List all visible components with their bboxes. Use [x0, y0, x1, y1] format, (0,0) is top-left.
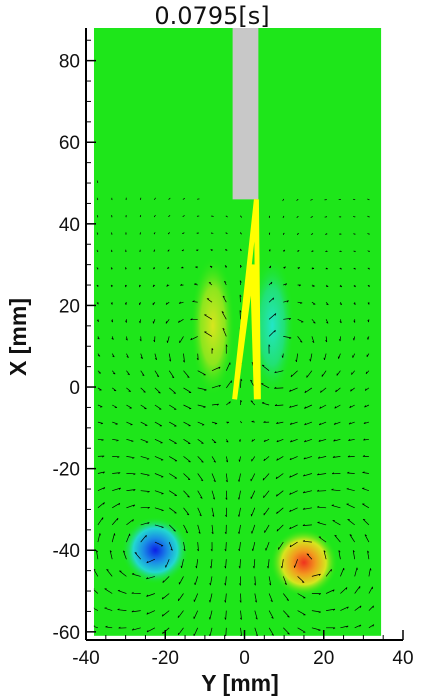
flap: [232, 199, 261, 400]
y-tick-label: 60: [59, 133, 80, 154]
x-tick-label: 40: [392, 648, 413, 669]
x-tick-label: -40: [72, 648, 99, 669]
chart-title: 0.0795[s]: [154, 2, 269, 30]
y-axis-label: X [mm]: [5, 298, 31, 376]
y-tick-label: 20: [59, 296, 80, 317]
x-tick-label: -20: [152, 648, 179, 669]
vortex-3: [250, 255, 295, 396]
rod: [232, 28, 259, 200]
x-tick-label: 20: [313, 648, 334, 669]
y-tick-label: -60: [53, 623, 80, 644]
velocity-vectors: [93, 180, 375, 636]
vortex-1: [269, 528, 338, 597]
y-tick-label: 40: [59, 215, 80, 236]
y-tick-label: 80: [59, 52, 80, 73]
vortex-2: [190, 255, 235, 396]
y-tick-label: -20: [53, 460, 80, 481]
plot-area: [93, 28, 382, 636]
vortex-0: [121, 516, 190, 585]
x-tick-label: 0: [239, 648, 250, 669]
y-tick-label: 0: [69, 378, 80, 399]
y-tick-label: -40: [53, 541, 80, 562]
axes: -40 -20 0 20 40 -60 -40 -20 0 20 40 60 80: [53, 28, 414, 669]
x-axis-label: Y [mm]: [201, 670, 279, 696]
